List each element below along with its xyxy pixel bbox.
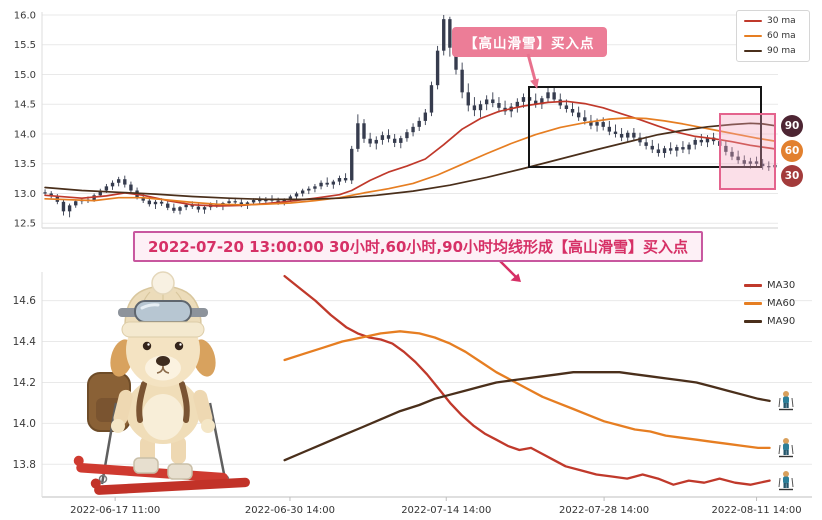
legend-item-MA30: MA30: [744, 280, 795, 291]
x-tick-labels: 2022-06-17 11:00 2022-06-30 14:00 2022-07-…: [70, 497, 802, 516]
ma60-end-badge: 60: [781, 139, 803, 162]
y-tick-label: 14.4: [13, 336, 37, 348]
ma30-end-badge: 30: [781, 164, 803, 187]
legend-line-MA90-icon: [744, 320, 762, 323]
legend-label-90ma: 90 ma: [767, 46, 796, 56]
y-tick-label: 15.0: [14, 70, 36, 81]
legend-label-MA90: MA90: [767, 316, 796, 327]
signal-banner: 2022-07-20 13:00:00 30小时,60小时,90小时均线形成【高…: [132, 231, 704, 262]
ski-dog-image: [73, 271, 250, 495]
y-tick-label: 15.5: [14, 40, 36, 51]
ma-lines: [44, 100, 776, 207]
ma90-end-badge: 90: [781, 114, 803, 137]
y-tick-label: 13.8: [13, 459, 36, 471]
ma-lines: [283, 274, 771, 486]
legend-label-30ma: 30 ma: [767, 16, 796, 26]
bottom-chart-legend: MA30 MA60 MA90: [744, 280, 795, 327]
x-tick-label: 2022-07-14 14:00: [401, 505, 491, 516]
y-tick-label: 14.6: [13, 295, 37, 307]
skier-icon: [778, 470, 794, 490]
y-tick-label: 12.5: [14, 219, 36, 230]
y-tick-label: 13.5: [14, 159, 36, 170]
candlestick-chart: 12.5 13.0 13.5 14.0 14.5 15.0 15.5 16.0: [14, 10, 778, 230]
x-tick-label: 2022-06-17 11:00: [70, 505, 160, 516]
y-tick-label: 13.0: [14, 189, 36, 200]
legend-item-30ma: 30 ma: [744, 16, 802, 26]
buy-point-callout: 【高山滑雪】买入点: [452, 27, 607, 57]
skier-icon: [778, 437, 794, 458]
y-tick-label: 16.0: [14, 10, 36, 21]
legend-item-90ma: 90 ma: [744, 46, 802, 56]
legend-line-MA30-icon: [744, 284, 762, 287]
buy-point-arrow-icon: [526, 53, 539, 89]
banner-arrow-icon: [498, 259, 521, 282]
skier-icon: [778, 390, 794, 411]
top-gridlines: 12.5 13.0 13.5 14.0 14.5 15.0 15.5 16.0: [14, 10, 778, 230]
legend-item-MA60: MA60: [744, 298, 795, 309]
legend-line-MA60-icon: [744, 302, 762, 305]
legend-label-MA60: MA60: [767, 298, 796, 309]
y-tick-label: 14.0: [14, 129, 36, 140]
legend-line-90ma-icon: [744, 49, 762, 53]
legend-line-60ma-icon: [744, 34, 762, 38]
y-tick-label: 14.0: [13, 418, 36, 430]
legend-item-MA90: MA90: [744, 316, 795, 327]
legend-label-60ma: 60 ma: [767, 31, 796, 41]
y-tick-label: 14.5: [14, 100, 36, 111]
legend-line-30ma-icon: [744, 19, 762, 23]
pattern-highlight-box: [528, 86, 762, 168]
legend-item-60ma: 60 ma: [744, 31, 802, 41]
x-tick-label: 2022-06-30 14:00: [245, 505, 335, 516]
legend-label-MA30: MA30: [767, 280, 796, 291]
x-tick-label: 2022-08-11 14:00: [711, 505, 801, 516]
x-tick-label: 2022-07-28 14:00: [559, 505, 649, 516]
y-tick-label: 14.2: [13, 377, 36, 389]
top-chart-legend: 30 ma 60 ma 90 ma: [736, 10, 810, 62]
entry-zone-highlight-box: [719, 113, 776, 190]
